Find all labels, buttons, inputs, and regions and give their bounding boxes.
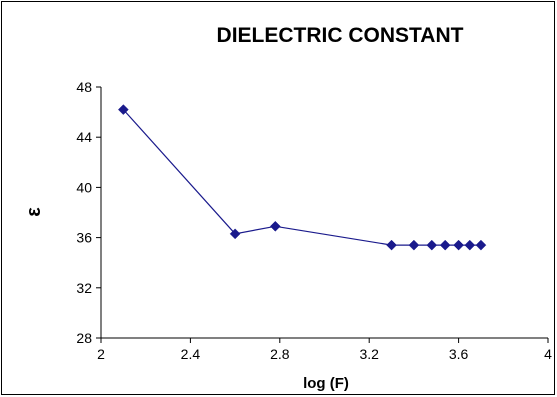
x-tick-label: 2.8 [270, 346, 290, 362]
y-tick-label: 44 [76, 129, 92, 145]
data-point-marker [269, 220, 281, 232]
data-point-marker [439, 239, 451, 251]
y-tick-label: 48 [76, 79, 92, 95]
data-point-marker [464, 239, 476, 251]
x-tick-label: 2 [97, 346, 105, 362]
data-point-marker [386, 239, 397, 251]
data-point-marker [426, 239, 438, 251]
x-axis-label: log (F) [303, 375, 349, 392]
data-point-marker [453, 239, 464, 251]
y-tick-label: 32 [76, 280, 92, 296]
series-group [117, 104, 487, 251]
data-point-marker [408, 239, 420, 251]
data-point-marker [229, 228, 241, 240]
x-tick-label: 2.4 [181, 346, 201, 362]
data-point-marker [117, 104, 129, 115]
x-tick-label: 4 [544, 346, 552, 362]
y-axis-label: ε [23, 207, 45, 217]
x-tick-label: 3.6 [449, 346, 469, 362]
x-tick-label: 3.2 [359, 346, 379, 362]
data-point-marker [475, 239, 487, 251]
y-tick-label: 28 [76, 330, 92, 346]
y-tick-label: 36 [76, 230, 92, 246]
y-tick-label: 40 [76, 179, 92, 195]
series-line [122, 109, 481, 246]
axes [100, 87, 548, 339]
chart-title: DIELECTRIC CONSTANT [217, 24, 464, 47]
ticks: 28 32 36 40 44 48 2 2.4 2.8 3.2 3.6 4 [76, 79, 552, 362]
